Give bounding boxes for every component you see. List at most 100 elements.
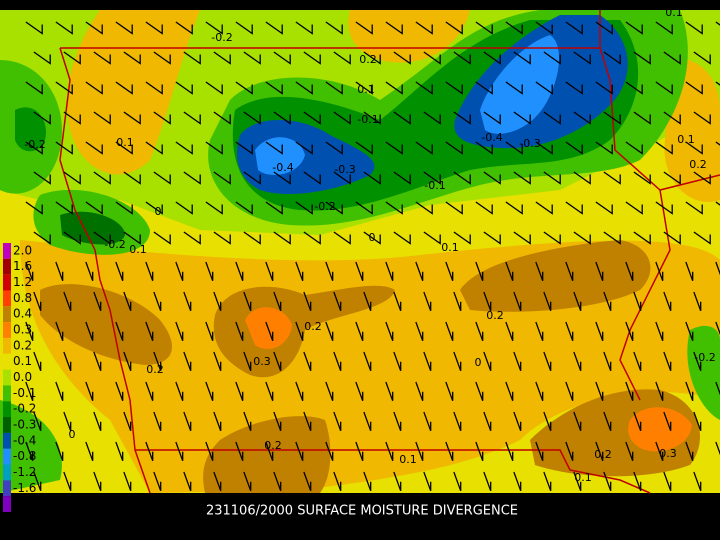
wind-barb — [595, 21, 613, 35]
wind-barb — [325, 321, 334, 342]
contour-label: 0.1 — [441, 241, 459, 254]
wind-barb — [513, 351, 522, 372]
legend-swatch — [3, 353, 11, 370]
wind-barb — [273, 351, 282, 372]
wind-barb — [63, 351, 72, 372]
wind-barb — [333, 111, 351, 125]
wind-barb — [55, 201, 73, 215]
wind-barb — [655, 381, 664, 402]
wind-barb — [393, 171, 411, 185]
legend-label: 0.4 — [13, 307, 32, 321]
wind-barb — [453, 411, 462, 432]
wind-barb — [663, 471, 672, 492]
wind-barb — [423, 471, 432, 492]
wind-barb — [475, 441, 484, 462]
wind-barb — [543, 291, 552, 312]
wind-barb — [93, 171, 111, 185]
legend-label: 1.2 — [13, 275, 32, 289]
wind-barb — [385, 201, 403, 215]
wind-barb — [423, 111, 441, 125]
wind-barb — [595, 81, 613, 95]
wind-barb — [393, 291, 402, 312]
legend-label: -0.2 — [13, 402, 36, 416]
wind-barb — [415, 441, 424, 462]
contour-label: -0.2 — [314, 200, 335, 213]
wind-barb — [153, 231, 171, 245]
wind-barb — [595, 201, 613, 215]
wind-barb — [355, 261, 364, 282]
wind-barb — [513, 411, 522, 432]
wind-barb — [265, 201, 283, 215]
wind-barb — [243, 111, 261, 125]
wind-barb — [543, 51, 561, 65]
wind-barb — [603, 411, 612, 432]
wind-barb — [25, 21, 43, 35]
legend-swatch — [3, 417, 11, 433]
wind-barb — [573, 291, 582, 312]
wind-barb — [175, 441, 184, 462]
wind-barb — [475, 381, 484, 402]
contour-labels: -0.20.20.1-0.1-0.2 0.1-0.4 -0.3-0.4 -0.3 0.1… — [24, 6, 715, 484]
wind-barb — [85, 321, 94, 342]
wind-barb — [303, 411, 312, 432]
wind-barb — [603, 351, 612, 372]
wind-barb — [303, 111, 321, 125]
wind-barb — [535, 261, 544, 282]
wind-barb — [655, 321, 664, 342]
contour-label: -0.2 — [24, 138, 45, 151]
legend-label: 0.3 — [13, 323, 32, 337]
wind-barb — [625, 441, 634, 462]
wind-barb — [573, 51, 591, 65]
legend-swatch — [3, 243, 11, 259]
wind-barb — [505, 321, 514, 342]
wind-barb — [123, 471, 132, 492]
contour-label: -0.1 — [357, 113, 378, 126]
wind-barb — [445, 441, 454, 462]
wind-barb — [603, 171, 621, 185]
wind-barb — [415, 81, 433, 95]
wind-barb — [685, 321, 694, 342]
wind-barb — [325, 381, 334, 402]
wind-barb — [453, 291, 462, 312]
wind-barb — [505, 201, 523, 215]
wind-barb — [595, 441, 604, 462]
wind-barb — [333, 231, 351, 245]
wind-barb — [213, 351, 222, 372]
wind-barb — [513, 471, 522, 492]
wind-barb — [63, 231, 81, 245]
wind-barb — [93, 111, 111, 125]
wind-barb — [685, 81, 703, 95]
wind-barb — [483, 291, 492, 312]
wind-barb — [55, 21, 73, 35]
wind-barb — [475, 261, 484, 282]
wind-barb — [213, 51, 231, 65]
wind-barb — [385, 141, 403, 155]
legend-label: -2.0 — [13, 497, 36, 511]
wind-barb — [183, 171, 201, 185]
wind-barb — [33, 411, 42, 432]
wind-barb — [115, 381, 124, 402]
wind-barb — [625, 321, 634, 342]
wind-barb — [33, 351, 42, 372]
wind-barb — [603, 51, 621, 65]
wind-barb — [355, 201, 373, 215]
wind-barb — [235, 261, 244, 282]
wind-barb — [25, 441, 34, 462]
wind-barb — [595, 141, 613, 155]
wind-barb — [475, 141, 493, 155]
wind-barb — [445, 141, 463, 155]
wind-barb — [265, 141, 283, 155]
wind-barb — [33, 471, 42, 492]
wind-barb — [505, 261, 514, 282]
wind-barb — [123, 231, 141, 245]
wind-barb — [325, 261, 334, 282]
wind-barb — [145, 261, 154, 282]
wind-barb — [565, 321, 574, 342]
contour-label: 0 — [155, 205, 162, 218]
wind-barb — [265, 441, 274, 462]
legend-label: 0.1 — [13, 354, 32, 368]
wind-barb — [303, 171, 321, 185]
wind-barb — [483, 471, 492, 492]
wind-barb — [505, 81, 523, 95]
wind-barb — [625, 141, 643, 155]
